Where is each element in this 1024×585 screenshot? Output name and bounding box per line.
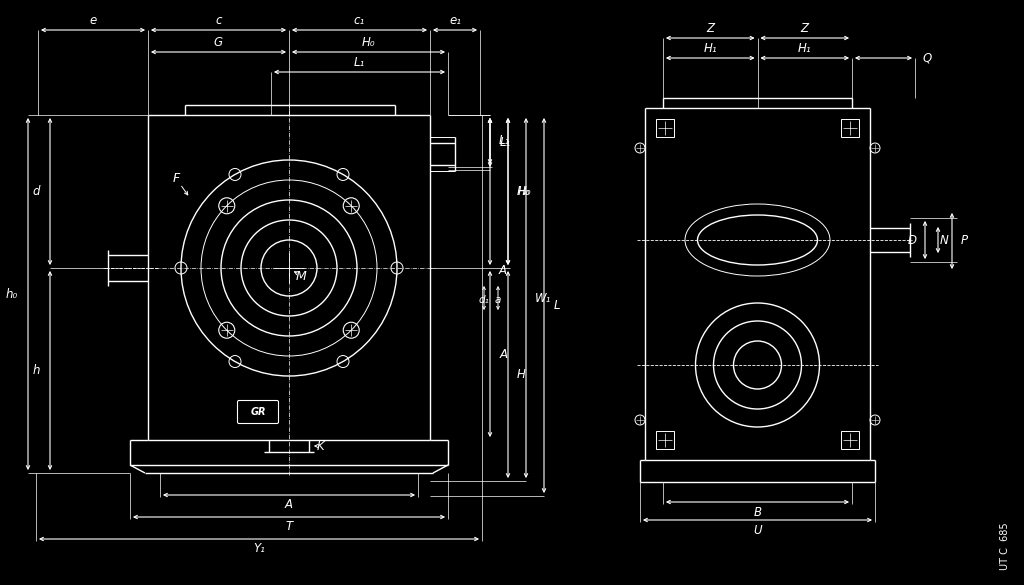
Text: c: c [215, 15, 222, 27]
Text: L₁: L₁ [500, 136, 511, 149]
Text: W₁: W₁ [535, 291, 551, 305]
Text: F: F [172, 171, 179, 184]
Text: A: A [500, 347, 508, 360]
Text: H₀: H₀ [518, 185, 531, 198]
Text: H₀: H₀ [517, 185, 530, 198]
Bar [656, 119, 674, 137]
Text: H: H [517, 368, 526, 381]
Text: h₀: h₀ [6, 287, 18, 301]
Text: M: M [296, 270, 306, 283]
Text: d₁: d₁ [478, 295, 489, 305]
Text: GR: GR [250, 407, 266, 417]
Text: H₀: H₀ [361, 36, 376, 50]
Text: e₁: e₁ [449, 15, 461, 27]
Bar [841, 119, 859, 137]
Text: Z: Z [707, 22, 715, 36]
Text: A: A [285, 498, 293, 511]
Text: N: N [940, 233, 949, 246]
Text: Q: Q [923, 51, 932, 64]
Text: a: a [495, 295, 501, 305]
Text: A: A [499, 263, 507, 277]
Text: G: G [214, 36, 223, 50]
Text: c₁: c₁ [354, 15, 366, 27]
Text: P: P [961, 235, 968, 247]
Text: T: T [286, 521, 293, 534]
Text: U: U [754, 524, 762, 536]
Text: e: e [89, 15, 96, 27]
Text: D: D [908, 233, 918, 246]
Text: H₁: H₁ [798, 43, 812, 56]
Text: B: B [754, 505, 762, 518]
Text: h: h [33, 364, 40, 377]
Text: UT C  685: UT C 685 [1000, 522, 1010, 570]
Text: K: K [317, 439, 325, 453]
Text: L₁: L₁ [354, 57, 366, 70]
Text: Y₁: Y₁ [253, 542, 265, 556]
Text: Z: Z [801, 22, 809, 36]
Text: L: L [554, 299, 560, 312]
Text: L₁: L₁ [499, 135, 510, 147]
Text: d: d [33, 185, 40, 198]
Bar [841, 431, 859, 449]
Bar [656, 431, 674, 449]
Text: H₁: H₁ [703, 43, 717, 56]
